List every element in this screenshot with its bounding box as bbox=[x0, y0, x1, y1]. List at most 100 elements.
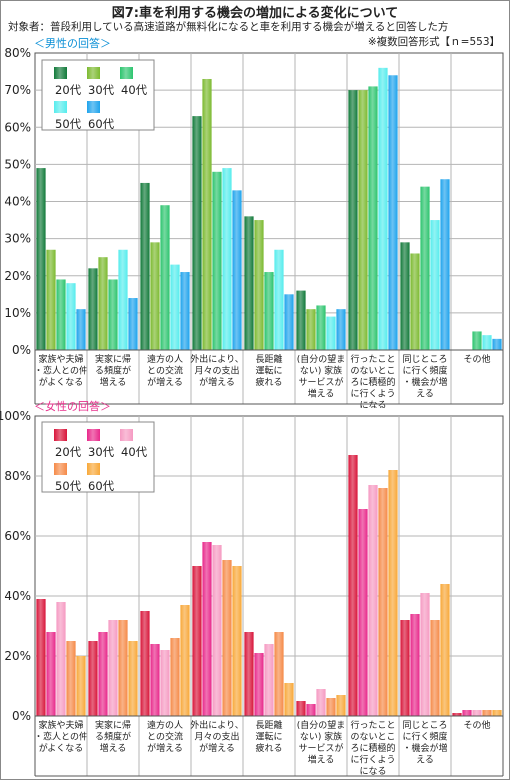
bar bbox=[88, 641, 98, 716]
category-label: との交流 bbox=[147, 731, 183, 743]
category-label: ない) 家族 bbox=[300, 731, 342, 743]
bar bbox=[244, 632, 254, 716]
legend-label: 40代 bbox=[121, 83, 148, 97]
category-label: 増える bbox=[100, 742, 127, 754]
legend-label: 60代 bbox=[88, 117, 115, 131]
category-label: 運転に bbox=[255, 732, 282, 743]
legend-swatch bbox=[54, 67, 67, 79]
bar bbox=[264, 272, 274, 350]
bar bbox=[410, 614, 420, 716]
bar bbox=[482, 335, 492, 350]
category-label: その他 bbox=[463, 353, 490, 365]
bar bbox=[296, 290, 306, 350]
sample-note: ※複数回答形式【ｎ=553】 bbox=[367, 36, 500, 48]
figure-title: 図7:車を利用する機会の増加による変化について bbox=[111, 6, 399, 21]
bar bbox=[388, 470, 398, 716]
bar bbox=[76, 309, 86, 350]
bar bbox=[400, 620, 410, 716]
category-label: 運転に bbox=[255, 366, 282, 377]
category-label: 行ったこと bbox=[350, 353, 395, 365]
bar bbox=[326, 316, 336, 350]
bar bbox=[274, 249, 284, 350]
category-label: との交流 bbox=[147, 365, 183, 377]
category-label: 家族や夫婦 bbox=[38, 353, 83, 365]
bar bbox=[36, 599, 46, 716]
bar bbox=[66, 641, 76, 716]
bar bbox=[326, 698, 336, 716]
category-label: が増える bbox=[147, 376, 183, 388]
bar bbox=[46, 249, 56, 350]
bar bbox=[88, 268, 98, 350]
bar bbox=[378, 67, 388, 350]
category-label: 同じところ bbox=[402, 720, 447, 731]
bar bbox=[232, 190, 242, 350]
bar bbox=[244, 216, 254, 350]
female-chart: 0% 20% 40% 60% 80% 100% 家族や夫婦・恋人との仲がよくなる実家に帰る頻… bbox=[0, 410, 504, 777]
bar bbox=[170, 638, 180, 716]
category-label: ・機会が増 bbox=[402, 376, 447, 388]
category-label: 遠方の人 bbox=[147, 353, 183, 365]
bar bbox=[36, 168, 46, 350]
category-label: その他 bbox=[463, 719, 490, 731]
bar bbox=[316, 305, 326, 350]
bar bbox=[118, 249, 128, 350]
bar bbox=[430, 620, 440, 716]
y-tick-label: 80% bbox=[4, 469, 31, 483]
category-label: ろに積極的 bbox=[350, 376, 395, 388]
category-label: 増える bbox=[308, 388, 335, 400]
category-label: に行く頻度 bbox=[402, 731, 447, 743]
legend-label: 30代 bbox=[88, 83, 115, 97]
category-label: える bbox=[416, 755, 434, 766]
category-label: に行くよう bbox=[350, 388, 395, 400]
legend-label: 50代 bbox=[55, 117, 82, 131]
bar bbox=[368, 86, 378, 350]
legend-swatch bbox=[54, 463, 67, 475]
bar bbox=[284, 683, 294, 716]
bar bbox=[170, 264, 180, 350]
bar bbox=[440, 179, 450, 350]
bar bbox=[180, 272, 190, 350]
category-label: (自分の望ま bbox=[297, 719, 346, 731]
legend-swatch bbox=[54, 101, 67, 113]
category-label: 実家に帰 bbox=[95, 719, 131, 731]
bar bbox=[108, 279, 118, 350]
bar bbox=[160, 205, 170, 350]
bar bbox=[98, 632, 108, 716]
category-label: 外出により、 bbox=[190, 719, 243, 731]
bar bbox=[46, 632, 56, 716]
category-label: ・恋人との仲 bbox=[34, 365, 88, 377]
bar bbox=[150, 644, 160, 716]
category-label: 行ったこと bbox=[350, 719, 395, 731]
category-label: 月々の支出 bbox=[194, 365, 239, 377]
legend-label: 20代 bbox=[55, 83, 82, 97]
bar bbox=[76, 656, 86, 716]
bar bbox=[482, 710, 492, 716]
y-tick-label: 10% bbox=[4, 306, 31, 320]
bar bbox=[492, 338, 502, 350]
figure-subtitle: 対象者：普段利用している高速道路が無料化になると車を利用する機会が増えると回答し… bbox=[8, 21, 449, 33]
bar bbox=[140, 611, 150, 716]
bar bbox=[462, 710, 472, 716]
category-label: サービスが bbox=[298, 376, 343, 388]
category-label: 長距離 bbox=[255, 353, 282, 365]
category-label: 実家に帰 bbox=[95, 353, 131, 365]
y-tick-label: 80% bbox=[4, 48, 31, 60]
bar bbox=[430, 220, 440, 350]
y-tick-label: 20% bbox=[4, 269, 31, 283]
bar bbox=[358, 90, 368, 350]
category-label: 同じところ bbox=[402, 354, 447, 365]
bar bbox=[180, 605, 190, 716]
legend-swatch bbox=[120, 67, 133, 79]
bar bbox=[420, 593, 430, 716]
y-tick-label: 0% bbox=[12, 343, 31, 357]
legend-label: 20代 bbox=[55, 445, 82, 459]
bar bbox=[400, 242, 410, 350]
category-label: が増える bbox=[199, 376, 235, 388]
bar bbox=[118, 620, 128, 716]
y-tick-label: 60% bbox=[4, 120, 31, 134]
category-label: る頻度が bbox=[95, 365, 131, 377]
legend-swatch bbox=[87, 67, 100, 79]
y-tick-label: 60% bbox=[4, 529, 31, 543]
category-label: が増える bbox=[199, 742, 235, 754]
bar bbox=[472, 331, 482, 350]
